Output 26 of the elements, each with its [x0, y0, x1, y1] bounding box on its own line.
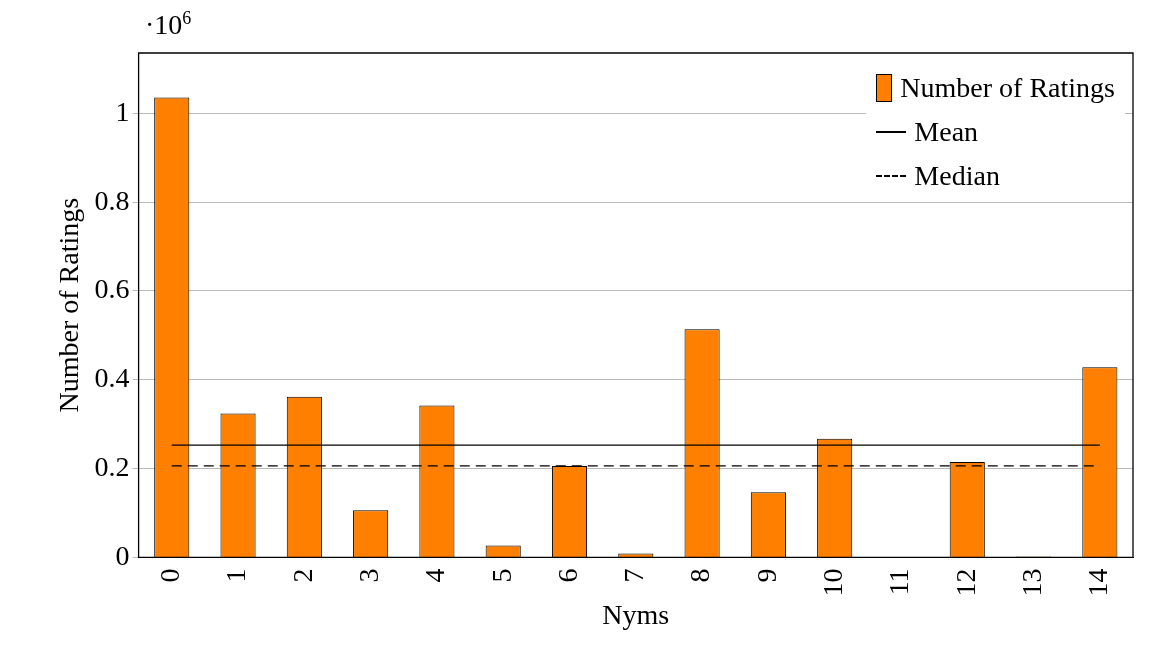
x-tick-label: 13: [1015, 568, 1047, 597]
x-tick-label: 0: [154, 568, 186, 583]
x-tick-label: 11: [883, 568, 915, 596]
x-tick-label: 5: [485, 568, 517, 583]
x-tick-label: 10: [817, 568, 849, 597]
y-tick-label: 0.4: [94, 362, 130, 394]
x-tick-label: 1: [220, 568, 252, 583]
x-tick-label: 9: [750, 568, 782, 583]
x-tick-label: 7: [618, 568, 650, 583]
x-tick-label: 8: [684, 568, 716, 583]
x-tick-label: 12: [949, 568, 981, 597]
y-tick-label: 0.8: [94, 184, 130, 216]
y-tick-label: 1: [115, 95, 130, 127]
legend-label: Mean: [914, 116, 979, 148]
x-tick-label: 6: [551, 568, 583, 583]
x-tick-label: 3: [352, 568, 384, 583]
legend-label: Median: [914, 160, 1000, 192]
x-tick-label: 14: [1082, 568, 1114, 597]
x-tick-label: 4: [419, 568, 451, 583]
legend-label: Number of Ratings: [900, 72, 1115, 104]
x-axis-title: Nyms: [602, 598, 670, 630]
y-axis-title: Number of Ratings: [53, 197, 85, 413]
text: ·10$^{6}$: [145, 8, 192, 41]
y-tick-label: 0.2: [94, 450, 130, 482]
y-tick-label: 0.6: [94, 273, 130, 305]
x-tick-label: 2: [286, 568, 318, 583]
